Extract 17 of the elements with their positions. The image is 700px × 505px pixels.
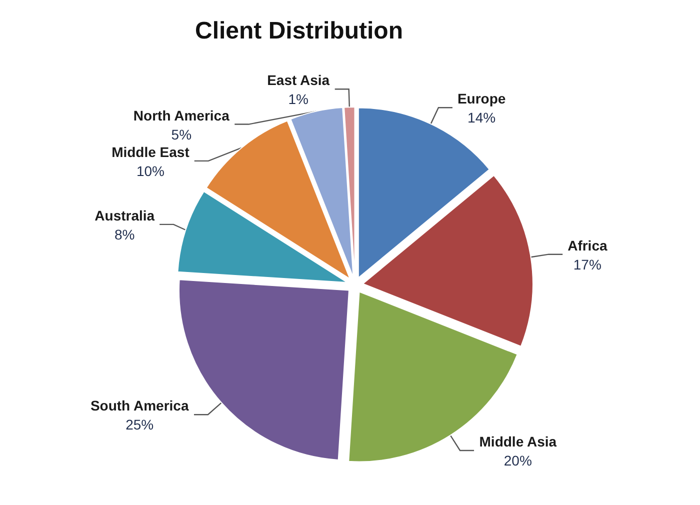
data-label: 10% — [136, 162, 164, 179]
slice-label: Middle Asia — [479, 433, 557, 450]
data-label: 25% — [126, 416, 154, 433]
data-label: 20% — [504, 452, 532, 468]
data-label: 1% — [288, 91, 308, 108]
chart-title: Client Distribution — [195, 18, 403, 44]
slice-label: Africa — [568, 237, 608, 254]
data-label: 5% — [171, 126, 192, 142]
slice-label: East Asia — [267, 72, 330, 88]
slice-label: Europe — [457, 90, 506, 107]
slice-label: Middle East — [112, 144, 190, 160]
slice-label: Australia — [94, 207, 155, 224]
slice-label: South America — [90, 398, 189, 414]
data-label: 14% — [468, 110, 496, 126]
data-label: 8% — [114, 226, 135, 242]
data-label: 17% — [573, 256, 602, 272]
slice-label: North America — [133, 107, 230, 124]
